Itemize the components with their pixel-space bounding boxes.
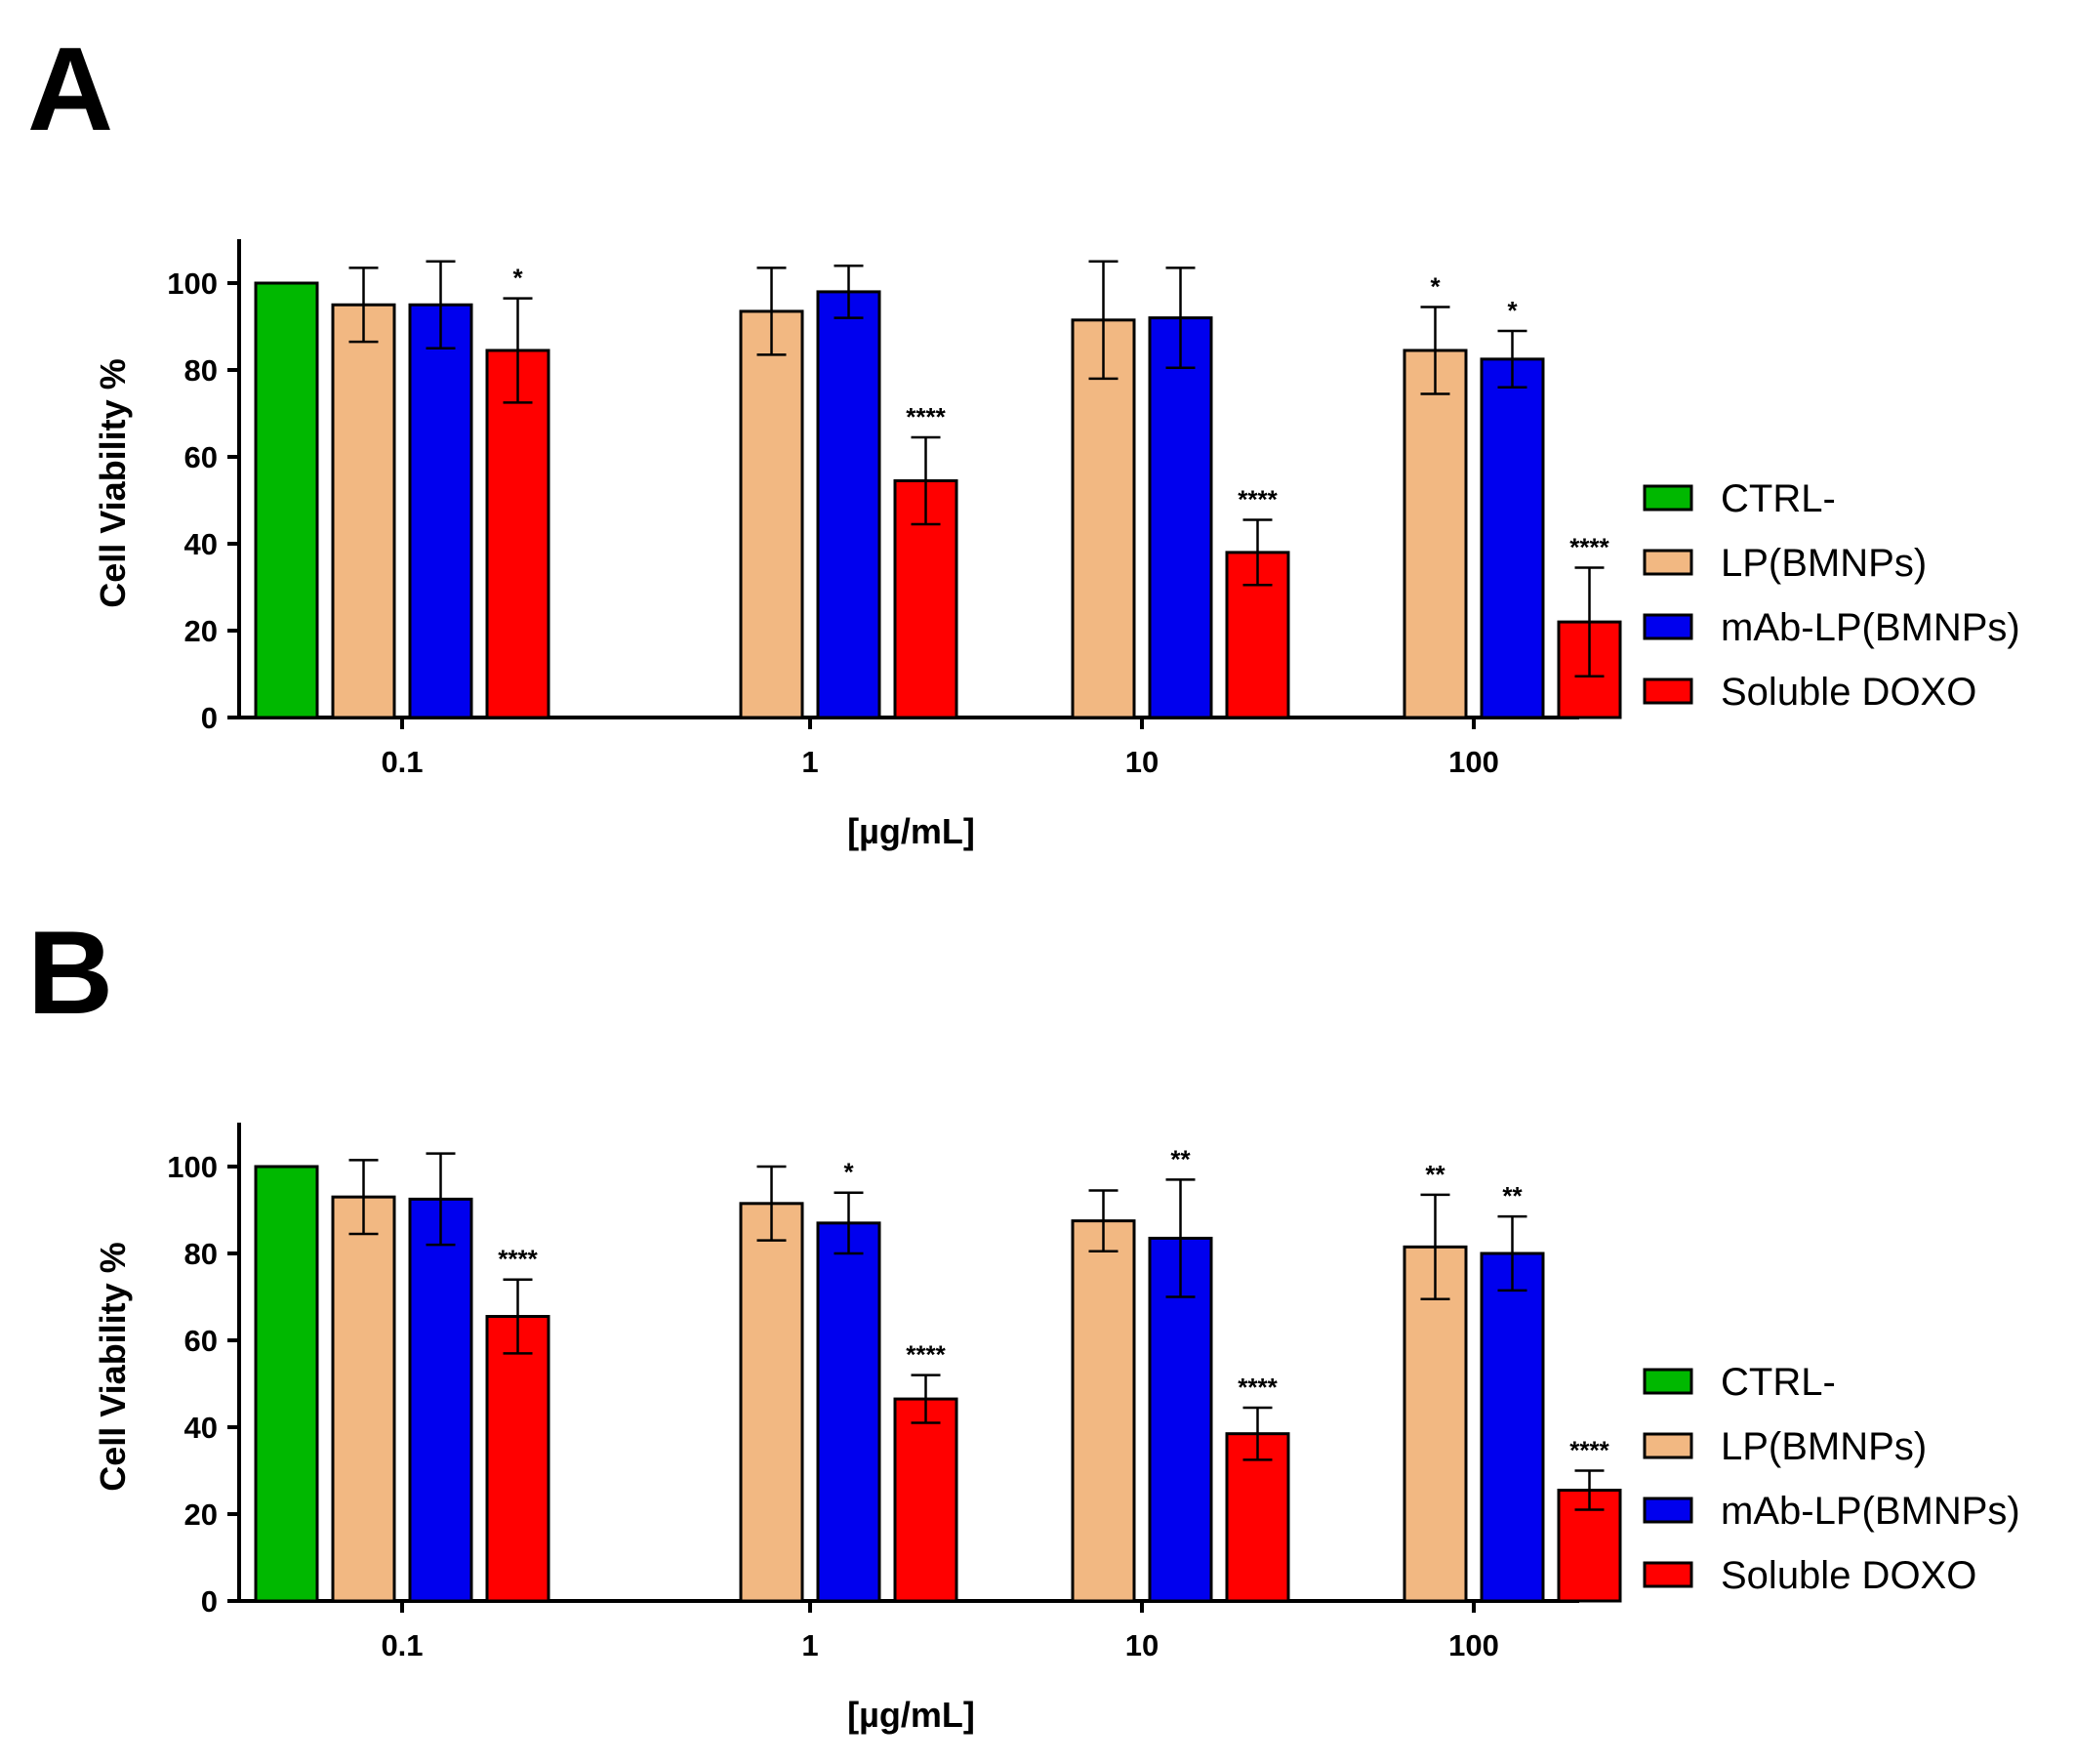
legend-swatch: [1643, 1432, 1693, 1459]
bar-group: 100********: [1403, 1160, 1622, 1662]
significance-marker: ****: [906, 1340, 946, 1370]
bar-group: 10 ****: [1071, 260, 1290, 779]
legend-label: CTRL-: [1721, 477, 1836, 520]
significance-marker: *: [1507, 296, 1518, 325]
bar: [408, 303, 473, 719]
bar-group: 100******: [1403, 271, 1622, 779]
bar: [331, 303, 396, 719]
y-tick-label: 20: [184, 614, 218, 648]
bar: [254, 1165, 319, 1603]
y-axis-title: Cell Viability %: [93, 358, 133, 607]
legend: CTRL- LP(BMNPs) mAb-LP(BMNPs) Soluble DOXO: [1643, 1361, 2020, 1597]
bar: [408, 1197, 473, 1603]
y-tick-label: 60: [184, 440, 218, 474]
bar: [1403, 349, 1468, 719]
significance-marker: **: [1502, 1181, 1523, 1210]
y-tick-label: 40: [184, 527, 218, 561]
significance-marker: ****: [906, 402, 946, 431]
bar: [254, 281, 319, 719]
bar: [739, 1202, 804, 1603]
significance-marker: ****: [1569, 1436, 1609, 1465]
bar-group: 0.1 ****: [254, 1152, 550, 1662]
bar: [331, 1195, 396, 1603]
legend-label: CTRL-: [1721, 1361, 1836, 1404]
x-tick-label: 1: [801, 745, 818, 779]
y-tick-label: 100: [167, 267, 218, 301]
y-tick-label: 0: [201, 701, 218, 735]
significance-marker: ****: [1569, 532, 1609, 561]
y-tick-label: 0: [201, 1584, 218, 1619]
y-tick-label: 100: [167, 1150, 218, 1184]
legend-swatch: [1643, 484, 1693, 512]
significance-marker: **: [1170, 1144, 1191, 1173]
bar: [816, 1221, 881, 1603]
x-axis-title: [µg/mL]: [847, 811, 975, 851]
bar: [1148, 316, 1213, 719]
significance-marker: ****: [1238, 485, 1278, 514]
x-tick-label: 100: [1448, 1628, 1499, 1662]
bar: [816, 290, 881, 719]
legend-label: LP(BMNPs): [1721, 1425, 1927, 1468]
bar-group: 0.1 *: [254, 260, 550, 779]
legend-swatch: [1643, 677, 1693, 705]
x-tick-label: 10: [1125, 745, 1159, 779]
y-tick-label: 40: [184, 1411, 218, 1445]
panel-letter-b: B: [27, 906, 114, 1039]
bar: [1071, 318, 1136, 719]
legend-swatch: [1643, 613, 1693, 640]
y-tick-label: 80: [184, 353, 218, 388]
bar: [893, 1397, 958, 1603]
legend-swatch: [1643, 1561, 1693, 1588]
bar-group: 1*****: [739, 1158, 958, 1662]
bar-group: 1 ****: [739, 264, 958, 779]
legend-label: Soluble DOXO: [1721, 1554, 1976, 1597]
y-axis-title: Cell Viability %: [93, 1242, 133, 1491]
x-tick-label: 1: [801, 1628, 818, 1662]
bar: [1071, 1219, 1136, 1603]
legend-swatch: [1643, 1497, 1693, 1524]
significance-marker: **: [1425, 1160, 1445, 1189]
legend-swatch: [1643, 549, 1693, 576]
legend: CTRL- LP(BMNPs) mAb-LP(BMNPs) Soluble DOXO: [1643, 477, 2020, 714]
bar: [1480, 357, 1545, 719]
legend-label: LP(BMNPs): [1721, 542, 1927, 585]
x-tick-label: 10: [1125, 1628, 1159, 1662]
bar: [485, 349, 550, 719]
legend-swatch: [1643, 1368, 1693, 1395]
x-tick-label: 100: [1448, 745, 1499, 779]
bar: [1480, 1251, 1545, 1603]
y-tick-label: 80: [184, 1237, 218, 1271]
significance-marker: *: [843, 1158, 854, 1187]
panel-letter-a: A: [27, 22, 114, 155]
legend-label: mAb-LP(BMNPs): [1721, 1490, 2020, 1533]
bar: [739, 309, 804, 719]
legend-label: mAb-LP(BMNPs): [1721, 606, 2020, 649]
significance-marker: ****: [1238, 1373, 1278, 1402]
x-tick-label: 0.1: [381, 1628, 423, 1662]
x-tick-label: 0.1: [381, 745, 423, 779]
chart-a: 0 20 40 60 80 100 Cell Viability % [µg/mL] 0.1 * 1…: [93, 239, 2020, 851]
legend-label: Soluble DOXO: [1721, 671, 1976, 714]
bar: [485, 1315, 550, 1603]
axes: 0 20 40 60 80 100 Cell Viability % [µg/mL]: [93, 239, 1579, 851]
significance-marker: *: [512, 264, 523, 293]
x-axis-title: [µg/mL]: [847, 1695, 975, 1735]
y-tick-label: 20: [184, 1497, 218, 1532]
significance-marker: *: [1430, 271, 1441, 301]
y-tick-label: 60: [184, 1324, 218, 1358]
significance-marker: ****: [498, 1245, 538, 1274]
bar-group: 10******: [1071, 1144, 1290, 1662]
